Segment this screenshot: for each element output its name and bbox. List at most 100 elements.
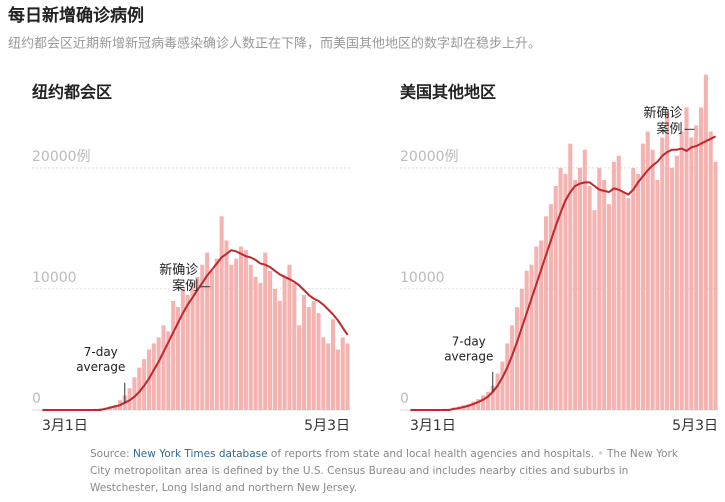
bar	[665, 113, 670, 410]
legend-label: 案例	[172, 279, 198, 294]
bar	[471, 401, 476, 410]
bar	[272, 288, 277, 410]
bar	[214, 258, 219, 410]
bar	[137, 367, 142, 410]
bar	[258, 282, 263, 410]
average-line	[410, 135, 717, 411]
bar	[514, 307, 520, 410]
bar	[190, 282, 195, 410]
bar	[345, 343, 350, 410]
bar	[326, 343, 331, 410]
bar	[301, 294, 307, 410]
bar	[602, 179, 607, 410]
legend-label: 7-day	[84, 345, 118, 359]
legend-label: 新确诊	[644, 105, 683, 121]
bar	[558, 167, 563, 410]
bar	[306, 307, 311, 410]
bar	[592, 210, 597, 410]
bar	[708, 131, 713, 411]
footer: Source: New York Times database of repor…	[90, 446, 680, 497]
bar	[311, 301, 316, 410]
bar	[209, 270, 214, 410]
bar	[684, 107, 689, 411]
bar	[180, 288, 185, 410]
bar	[563, 173, 568, 410]
x-tick-label: 5月3日	[672, 418, 718, 434]
bar	[611, 161, 616, 410]
bar	[268, 270, 273, 410]
bar	[606, 204, 612, 410]
bar	[219, 216, 224, 410]
bar	[631, 167, 636, 410]
bar	[539, 240, 544, 410]
bar	[292, 282, 297, 410]
bar	[171, 301, 176, 410]
separator: •	[597, 448, 604, 460]
bar	[321, 337, 326, 410]
bar	[132, 377, 137, 410]
bar	[243, 250, 248, 410]
bar	[655, 179, 660, 410]
bar	[113, 405, 118, 410]
y-tick-label: 20000例	[400, 149, 459, 165]
bar	[510, 325, 515, 410]
bar	[490, 385, 495, 410]
bar	[297, 325, 302, 410]
title: 每日新增确诊病例	[8, 5, 144, 26]
bar	[553, 186, 558, 410]
bar	[195, 276, 200, 410]
bar	[573, 179, 578, 410]
bar	[282, 276, 287, 410]
bar	[234, 258, 239, 410]
legend-label: average	[444, 349, 493, 363]
source-text: of reports from state and local health a…	[270, 448, 595, 460]
y-tick-label: 10000	[32, 270, 77, 286]
bar	[229, 264, 234, 410]
bar	[316, 313, 321, 410]
bar	[176, 307, 181, 410]
bar	[500, 361, 505, 410]
bar	[568, 143, 573, 410]
bar	[287, 264, 292, 410]
bar	[224, 240, 229, 410]
bar	[529, 264, 534, 410]
bar	[340, 337, 345, 410]
y-tick-label: 10000	[400, 270, 445, 286]
source-link[interactable]: New York Times database	[132, 448, 268, 460]
average-line	[42, 249, 349, 411]
bar	[495, 373, 500, 410]
legend-label: 新确诊	[159, 262, 198, 278]
bar	[636, 173, 641, 410]
bar	[485, 391, 490, 410]
x-tick-label: 3月1日	[410, 418, 456, 434]
bar	[534, 246, 539, 410]
bar	[650, 149, 655, 411]
source-label: Source:	[90, 448, 130, 460]
bar	[161, 325, 166, 410]
bar	[505, 343, 510, 410]
bar	[597, 167, 602, 410]
panel-title: 美国其他地区	[400, 83, 496, 102]
bar	[582, 149, 587, 411]
bar	[703, 74, 708, 410]
x-tick-label: 5月3日	[304, 418, 350, 434]
bar	[548, 204, 553, 410]
y-tick-label: 20000例	[32, 149, 91, 165]
bar	[331, 319, 336, 410]
bar	[519, 288, 524, 410]
legend-label: 案例	[657, 122, 683, 137]
bar	[679, 131, 684, 411]
bar	[200, 264, 205, 410]
panel-title: 纽约都会区	[32, 83, 112, 102]
bar	[151, 343, 156, 410]
bar	[238, 246, 244, 410]
bar	[248, 264, 253, 410]
bar	[626, 198, 631, 410]
bar	[587, 186, 592, 410]
bar	[713, 161, 718, 410]
bar	[660, 137, 665, 410]
bar	[577, 167, 582, 410]
bar	[621, 192, 626, 410]
